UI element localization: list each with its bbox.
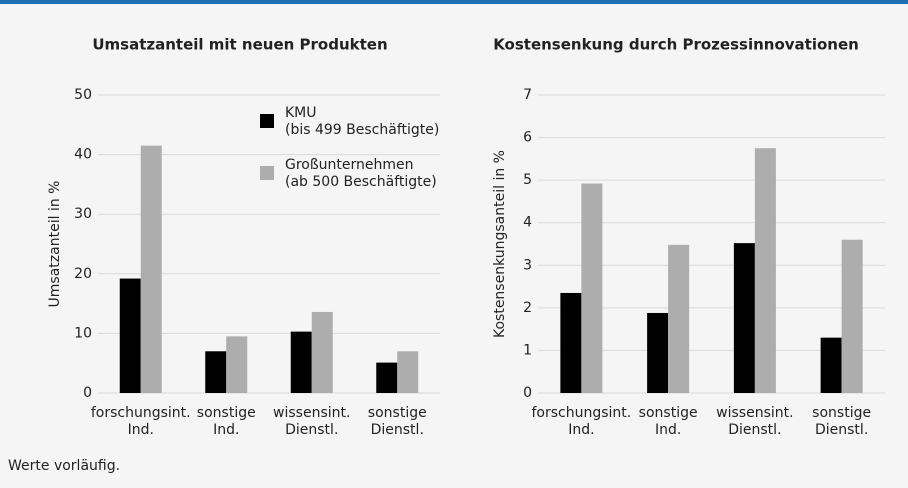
bar — [841, 239, 863, 393]
y-tick-label: 40 — [74, 147, 92, 163]
bar — [581, 183, 603, 393]
y-axis-label: Umsatzanteil in % — [47, 181, 63, 308]
y-tick-label: 0 — [83, 385, 92, 401]
footnote: Werte vorläufig. — [8, 458, 120, 474]
bar — [205, 351, 227, 393]
bar — [754, 148, 776, 393]
bar — [397, 351, 419, 393]
x-tick-label: sonstige Ind. — [639, 405, 698, 438]
bar — [226, 336, 248, 393]
legend-swatch — [260, 114, 274, 128]
x-tick-label: forschungsint. Ind. — [532, 405, 632, 438]
bar — [733, 243, 755, 393]
bar — [647, 312, 669, 393]
y-tick-label: 50 — [74, 87, 92, 103]
x-tick-label: wissensint. Dienstl. — [273, 405, 350, 438]
chart-title: Kostensenkung durch Prozessinnovationen — [493, 36, 859, 54]
bar — [140, 145, 162, 393]
y-tick-label: 20 — [74, 266, 92, 282]
legend-swatch — [260, 166, 274, 180]
y-tick-label: 0 — [523, 385, 532, 401]
bar — [376, 362, 398, 393]
y-tick-label: 3 — [523, 257, 532, 273]
legend-label: Großunternehmen (ab 500 Beschäftigte) — [285, 157, 437, 190]
x-tick-label: wissensint. Dienstl. — [716, 405, 793, 438]
bar — [668, 244, 690, 393]
bar — [820, 337, 842, 393]
x-tick-label: sonstige Dienstl. — [812, 405, 871, 438]
y-tick-label: 7 — [523, 87, 532, 103]
x-tick-label: forschungsint. Ind. — [91, 405, 191, 438]
bar — [311, 311, 333, 393]
bar — [290, 331, 312, 393]
y-tick-label: 2 — [523, 300, 532, 316]
bar — [119, 278, 141, 393]
y-tick-label: 4 — [523, 215, 532, 231]
chart-title: Umsatzanteil mit neuen Produkten — [92, 36, 387, 54]
x-tick-label: sonstige Ind. — [197, 405, 256, 438]
legend-label: KMU (bis 499 Beschäftigte) — [285, 105, 439, 138]
y-axis-label: Kostensenkungsanteil in % — [492, 150, 508, 338]
x-tick-label: sonstige Dienstl. — [368, 405, 427, 438]
top-rule — [0, 0, 908, 4]
bar — [560, 292, 582, 393]
y-tick-label: 30 — [74, 206, 92, 222]
y-tick-label: 10 — [74, 325, 92, 341]
y-tick-label: 1 — [523, 342, 532, 358]
y-tick-label: 6 — [523, 130, 532, 146]
y-tick-label: 5 — [523, 172, 532, 188]
